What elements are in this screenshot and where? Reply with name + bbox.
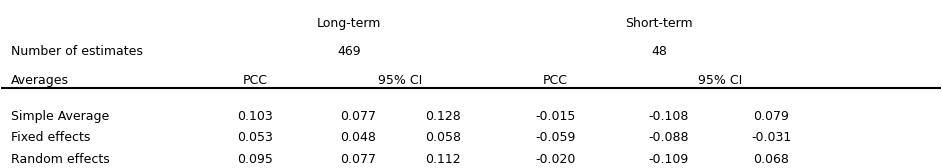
Text: 95% CI: 95% CI <box>698 74 742 87</box>
Text: -0.109: -0.109 <box>648 153 689 166</box>
Text: 0.112: 0.112 <box>425 153 461 166</box>
Text: Random effects: Random effects <box>10 153 109 166</box>
Text: PCC: PCC <box>543 74 568 87</box>
Text: Number of estimates: Number of estimates <box>10 45 142 58</box>
Text: Short-term: Short-term <box>625 17 692 30</box>
Text: -0.088: -0.088 <box>648 131 689 144</box>
Text: 48: 48 <box>651 45 667 58</box>
Text: 0.079: 0.079 <box>754 110 789 123</box>
Text: 0.058: 0.058 <box>425 131 461 144</box>
Text: Simple Average: Simple Average <box>10 110 109 123</box>
Text: 469: 469 <box>337 45 361 58</box>
Text: Averages: Averages <box>10 74 69 87</box>
Text: 0.095: 0.095 <box>237 153 273 166</box>
Text: 0.068: 0.068 <box>754 153 789 166</box>
Text: Fixed effects: Fixed effects <box>10 131 90 144</box>
Text: Long-term: Long-term <box>317 17 382 30</box>
Text: -0.108: -0.108 <box>648 110 689 123</box>
Text: 0.053: 0.053 <box>237 131 273 144</box>
Text: 0.128: 0.128 <box>425 110 461 123</box>
Text: -0.031: -0.031 <box>752 131 791 144</box>
Text: -0.059: -0.059 <box>535 131 576 144</box>
Text: 95% CI: 95% CI <box>379 74 423 87</box>
Text: 0.103: 0.103 <box>237 110 273 123</box>
Text: 0.077: 0.077 <box>340 153 376 166</box>
Text: 0.048: 0.048 <box>340 131 376 144</box>
Text: PCC: PCC <box>242 74 268 87</box>
Text: 0.077: 0.077 <box>340 110 376 123</box>
Text: -0.015: -0.015 <box>535 110 576 123</box>
Text: -0.020: -0.020 <box>535 153 576 166</box>
